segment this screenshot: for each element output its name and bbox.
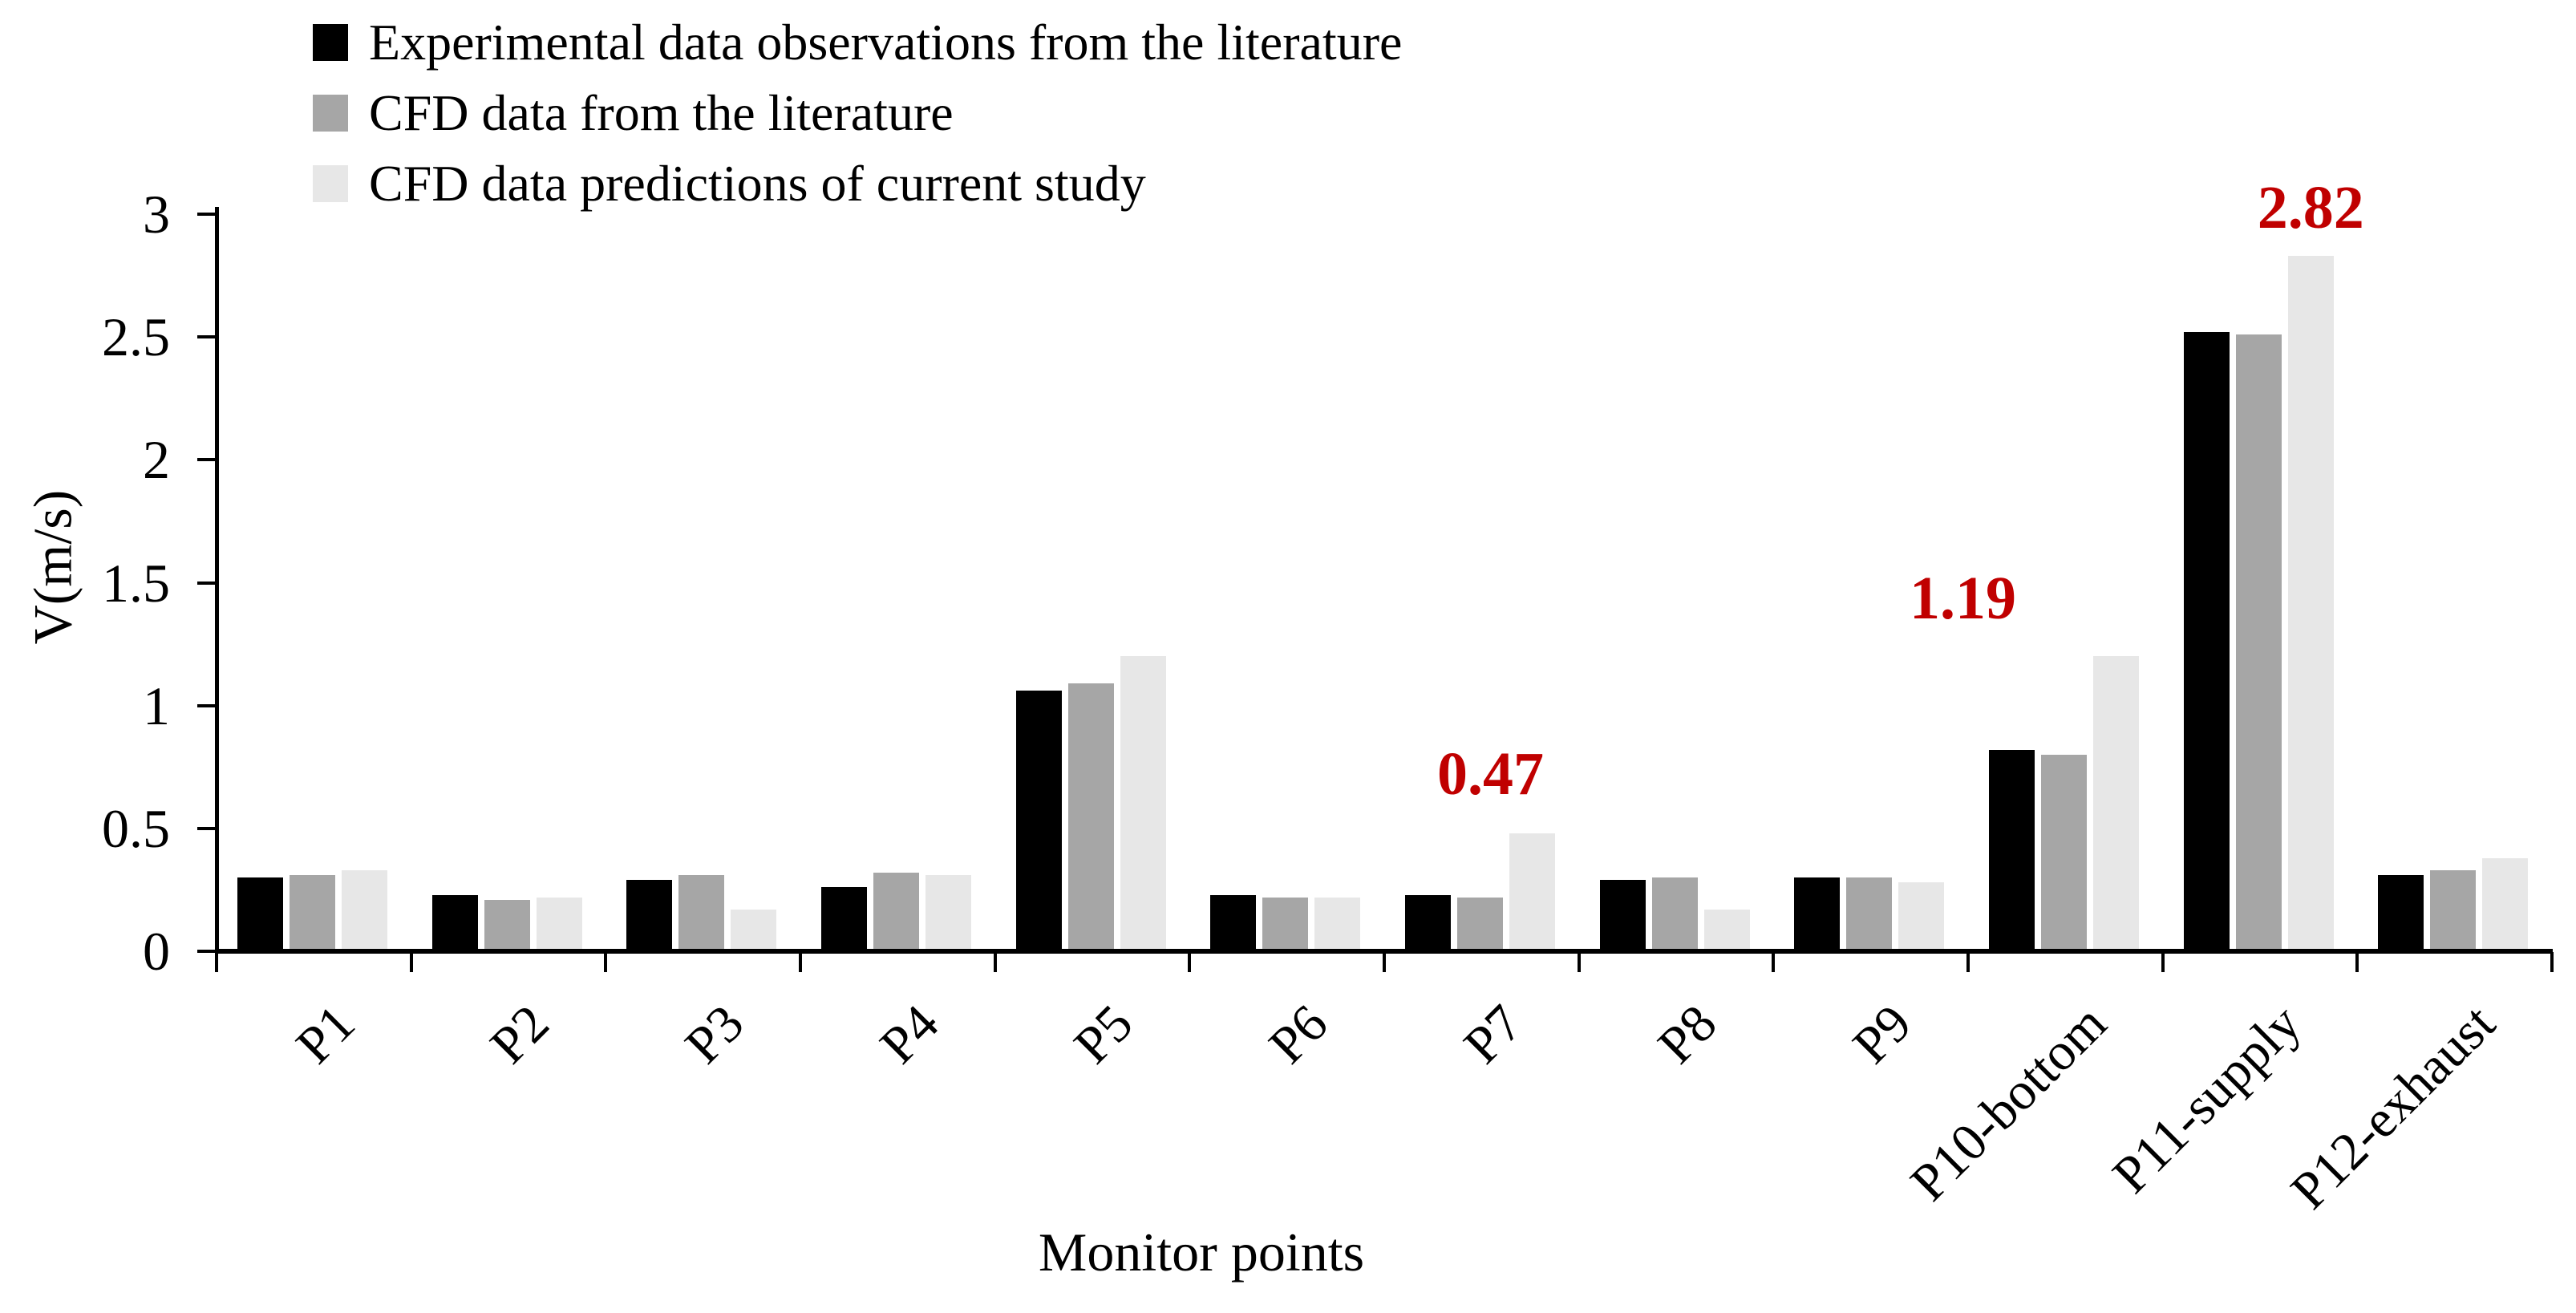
bar-P9-series1 — [1794, 877, 1841, 949]
y-tick-mark — [197, 703, 215, 707]
x-tick-mark — [1772, 952, 1776, 972]
legend-swatch-cfd-literature — [313, 95, 348, 132]
x-axis-title: Monitor points — [1038, 1222, 1365, 1283]
bar-P11-supply-series2 — [2235, 334, 2282, 949]
legend-item-cfd-current: CFD data predictions of current study — [313, 158, 1402, 209]
y-tick-mark — [197, 581, 215, 585]
bar-P3-series2 — [678, 875, 725, 949]
bar-P12-exhaust-series1 — [2378, 875, 2424, 949]
bar-P10-bottom-series1 — [1989, 749, 2035, 949]
bar-P1-series3 — [342, 869, 387, 949]
y-tick-mark — [197, 826, 215, 830]
bar-P5-series2 — [1067, 683, 1114, 949]
data-label-0.47: 0.47 — [1437, 740, 1545, 808]
x-tick-mark — [409, 952, 413, 972]
bar-P11-supply-series1 — [2183, 332, 2230, 949]
x-category-label: P12-exhaust — [2280, 994, 2507, 1221]
x-category-label: P10-bottom — [1899, 994, 2118, 1213]
bar-P9-series2 — [1846, 877, 1893, 949]
bar-P2-series2 — [484, 899, 530, 949]
legend-swatch-cfd-current — [313, 165, 348, 202]
bar-P8-series3 — [1703, 909, 1750, 949]
x-category-label: P5 — [1063, 994, 1144, 1076]
y-tick-label: 2.5 — [102, 306, 170, 368]
bar-P4-series1 — [821, 887, 867, 949]
bar-P6-series2 — [1262, 897, 1309, 949]
y-tick-label: 3 — [143, 184, 170, 245]
bar-P5-series1 — [1015, 691, 1062, 949]
y-tick-mark — [197, 213, 215, 216]
data-label-2.82: 2.82 — [2257, 174, 2364, 242]
x-tick-mark — [2161, 952, 2165, 972]
bar-P3-series1 — [626, 880, 673, 949]
x-category-label: P11-supply — [2101, 994, 2312, 1205]
x-category-label: P6 — [1258, 994, 1339, 1076]
x-category-label: P2 — [479, 994, 561, 1076]
bar-P1-series2 — [290, 875, 335, 949]
legend: Experimental data observations from the … — [313, 17, 1402, 236]
bar-P10-bottom-series3 — [2093, 656, 2140, 949]
legend-label: CFD data predictions of current study — [369, 155, 1146, 212]
legend-label: Experimental data observations from the … — [369, 14, 1403, 71]
bar-P8-series2 — [1651, 877, 1698, 949]
bar-P3-series3 — [731, 909, 777, 949]
x-tick-mark — [2355, 952, 2359, 972]
x-tick-mark — [2550, 952, 2554, 972]
x-tick-mark — [1188, 952, 1192, 972]
y-tick-mark — [197, 950, 215, 953]
x-category-label: P4 — [869, 994, 950, 1076]
bar-P5-series3 — [1120, 656, 1166, 949]
bar-P7-series3 — [1509, 833, 1556, 949]
bar-P10-bottom-series2 — [2041, 754, 2088, 949]
x-tick-mark — [1966, 952, 1970, 972]
bar-P12-exhaust-series2 — [2430, 869, 2477, 949]
x-tick-mark — [1577, 952, 1581, 972]
data-label-1.19: 1.19 — [1910, 565, 2017, 633]
y-tick-label: 0.5 — [102, 797, 170, 859]
x-category-label: P8 — [1646, 994, 1728, 1076]
x-tick-mark — [799, 952, 802, 972]
y-tick-label: 0 — [143, 921, 170, 982]
legend-item-cfd-literature: CFD data from the literature — [313, 87, 1402, 139]
x-tick-mark — [1383, 952, 1387, 972]
bar-P6-series3 — [1314, 897, 1361, 949]
x-tick-mark — [604, 952, 608, 972]
bar-P11-supply-series3 — [2287, 256, 2334, 949]
bar-P6-series1 — [1210, 894, 1257, 949]
bar-P8-series1 — [1599, 880, 1646, 949]
bar-P4-series2 — [873, 873, 919, 949]
x-tick-mark — [215, 952, 218, 972]
bar-P2-series3 — [536, 897, 582, 949]
y-tick-mark — [197, 335, 215, 339]
y-tick-label: 1.5 — [102, 552, 170, 614]
y-axis-line — [215, 207, 219, 954]
x-tick-mark — [993, 952, 997, 972]
y-tick-label: 2 — [143, 429, 170, 491]
x-axis-line — [215, 949, 2553, 954]
x-category-label: P1 — [285, 994, 367, 1076]
x-category-label: P7 — [1452, 994, 1534, 1076]
bar-P1-series1 — [237, 877, 283, 949]
bar-P7-series1 — [1405, 894, 1452, 949]
x-category-label: P9 — [1841, 994, 1923, 1076]
legend-item-experimental: Experimental data observations from the … — [313, 17, 1402, 68]
x-category-label: P3 — [674, 994, 755, 1076]
bar-P2-series1 — [431, 894, 478, 949]
bar-P7-series2 — [1457, 897, 1504, 949]
bar-P4-series3 — [925, 875, 971, 949]
y-tick-mark — [197, 458, 215, 462]
bar-P12-exhaust-series3 — [2482, 857, 2529, 949]
bar-P9-series3 — [1898, 882, 1945, 949]
legend-swatch-experimental — [313, 24, 348, 61]
y-tick-label: 1 — [143, 675, 170, 736]
legend-label: CFD data from the literature — [369, 84, 954, 141]
